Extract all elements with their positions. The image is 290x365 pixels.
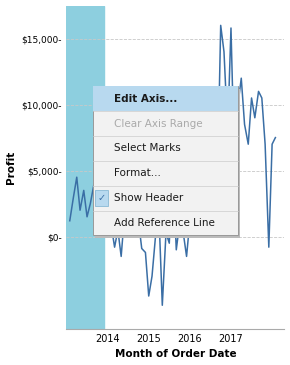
X-axis label: Month of Order Date: Month of Order Date (115, 349, 236, 360)
Bar (66, 5, 104, 329)
Text: Format...: Format... (114, 168, 161, 178)
Y-axis label: Profit: Profit (6, 151, 16, 184)
Text: Clear Axis Range: Clear Axis Range (114, 119, 203, 128)
Text: Add Reference Line: Add Reference Line (114, 218, 215, 228)
Text: Edit Axis...: Edit Axis... (114, 94, 178, 104)
Text: Show Header: Show Header (114, 193, 184, 203)
Text: Select Marks: Select Marks (114, 143, 181, 153)
Text: ✓: ✓ (97, 193, 105, 203)
